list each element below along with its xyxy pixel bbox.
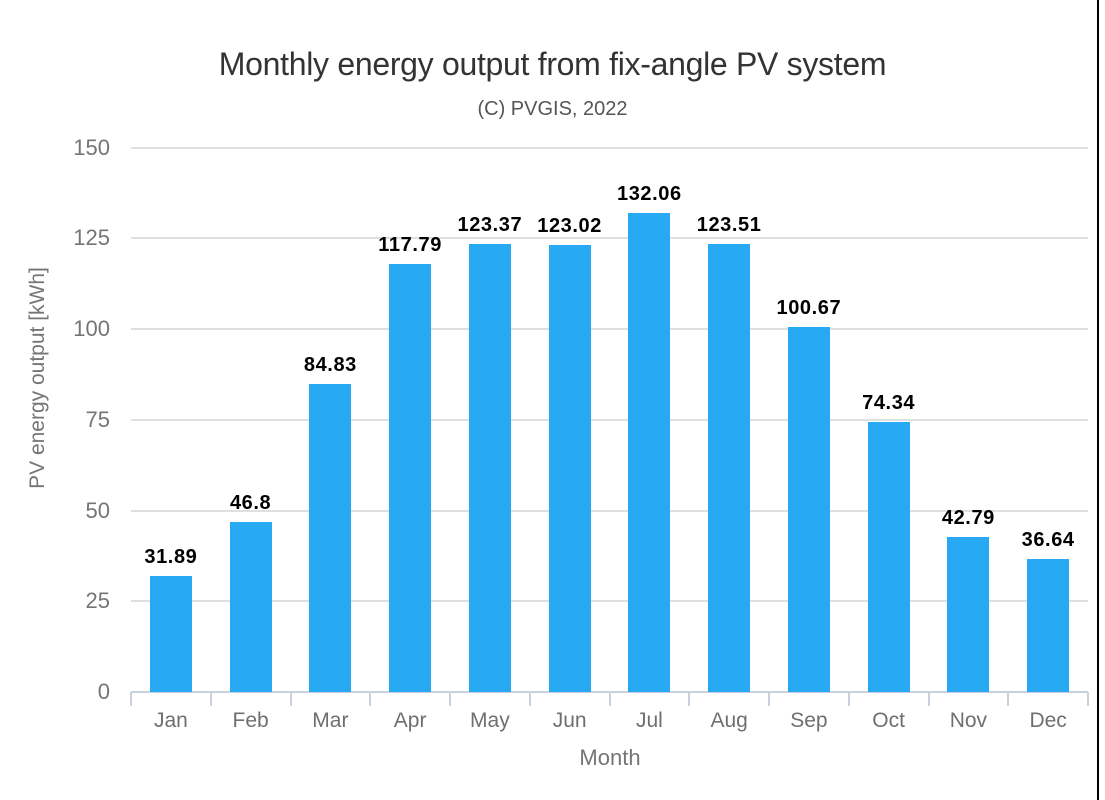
- bar-mar[interactable]: [309, 384, 352, 692]
- x-axis-tick: [608, 692, 611, 706]
- x-axis-tick: [528, 692, 531, 706]
- bar-value-label: 74.34: [862, 392, 916, 415]
- y-tick-label: 75: [85, 406, 110, 432]
- chart-title: Monthly energy output from fix-angle PV …: [218, 46, 887, 82]
- y-tick-label: 125: [73, 225, 110, 251]
- x-axis-tick: [927, 692, 930, 706]
- bar-value-label: 117.79: [378, 234, 442, 257]
- y-tick-label: 150: [73, 134, 110, 160]
- bar-value-label: 123.51: [696, 213, 762, 236]
- bar-feb[interactable]: [229, 522, 272, 692]
- x-axis-title: Month: [579, 745, 641, 770]
- bar-value-label: 46.8: [229, 492, 272, 515]
- x-tick-label-apr: Apr: [393, 709, 427, 732]
- gridline: [131, 146, 1088, 149]
- bar-dec[interactable]: [1027, 558, 1070, 692]
- x-axis-tick: [688, 692, 691, 706]
- bar-value-label: 100.67: [776, 296, 842, 319]
- x-axis-tick: [209, 692, 212, 706]
- x-tick-label-jun: Jun: [552, 709, 587, 732]
- gridline: [131, 509, 1088, 512]
- x-axis-tick: [289, 692, 292, 706]
- bar-value-label: 123.37: [457, 214, 523, 237]
- bar-jul[interactable]: [628, 212, 671, 692]
- bar-value-label: 42.79: [941, 506, 995, 529]
- x-tick-label-feb: Feb: [232, 709, 269, 732]
- bar-jun[interactable]: [548, 245, 591, 692]
- gridline: [131, 328, 1088, 330]
- gridline: [131, 418, 1088, 421]
- x-axis-tick: [449, 692, 451, 706]
- y-axis-title: PV energy output [kWh]: [26, 267, 49, 489]
- x-tick-label-mar: Mar: [312, 709, 349, 732]
- bar-aug[interactable]: [708, 243, 751, 692]
- y-tick-label: 50: [85, 497, 110, 523]
- bar-may[interactable]: [468, 244, 511, 692]
- x-tick-label-jan: Jan: [153, 709, 188, 732]
- x-tick-label-aug: Aug: [710, 709, 748, 732]
- bar-value-label: 36.64: [1021, 528, 1075, 551]
- bar-oct[interactable]: [867, 422, 910, 692]
- y-tick-label: 100: [73, 316, 110, 341]
- gridline: [131, 237, 1088, 240]
- x-tick-label-oct: Oct: [872, 709, 905, 732]
- x-tick-label-dec: Dec: [1029, 709, 1067, 732]
- x-axis-tick: [1007, 692, 1010, 706]
- bar-value-label: 31.89: [144, 546, 198, 569]
- y-tick-label: 25: [85, 588, 110, 614]
- bar-apr[interactable]: [389, 264, 432, 692]
- x-axis-tick: [1087, 692, 1089, 706]
- bar-nov[interactable]: [947, 536, 990, 692]
- x-tick-label-jul: Jul: [635, 709, 663, 732]
- bar-jan[interactable]: [149, 576, 192, 692]
- bar-value-label: 123.02: [537, 215, 603, 238]
- x-axis-tick: [847, 692, 850, 706]
- bar-value-label: 132.06: [616, 182, 682, 205]
- x-tick-label-sep: Sep: [790, 709, 828, 732]
- x-axis-tick: [130, 692, 132, 706]
- bar-sep[interactable]: [787, 326, 830, 692]
- x-axis-tick: [768, 692, 770, 706]
- bar-value-label: 84.83: [303, 354, 357, 377]
- chart-subtitle: (C) PVGIS, 2022: [477, 98, 628, 120]
- x-tick-label-nov: Nov: [949, 709, 988, 732]
- y-tick-label: 0: [97, 679, 110, 704]
- gridline: [131, 600, 1088, 603]
- x-tick-label-may: May: [470, 709, 510, 732]
- window-edge-line: [1097, 0, 1099, 800]
- x-axis-tick: [369, 692, 372, 706]
